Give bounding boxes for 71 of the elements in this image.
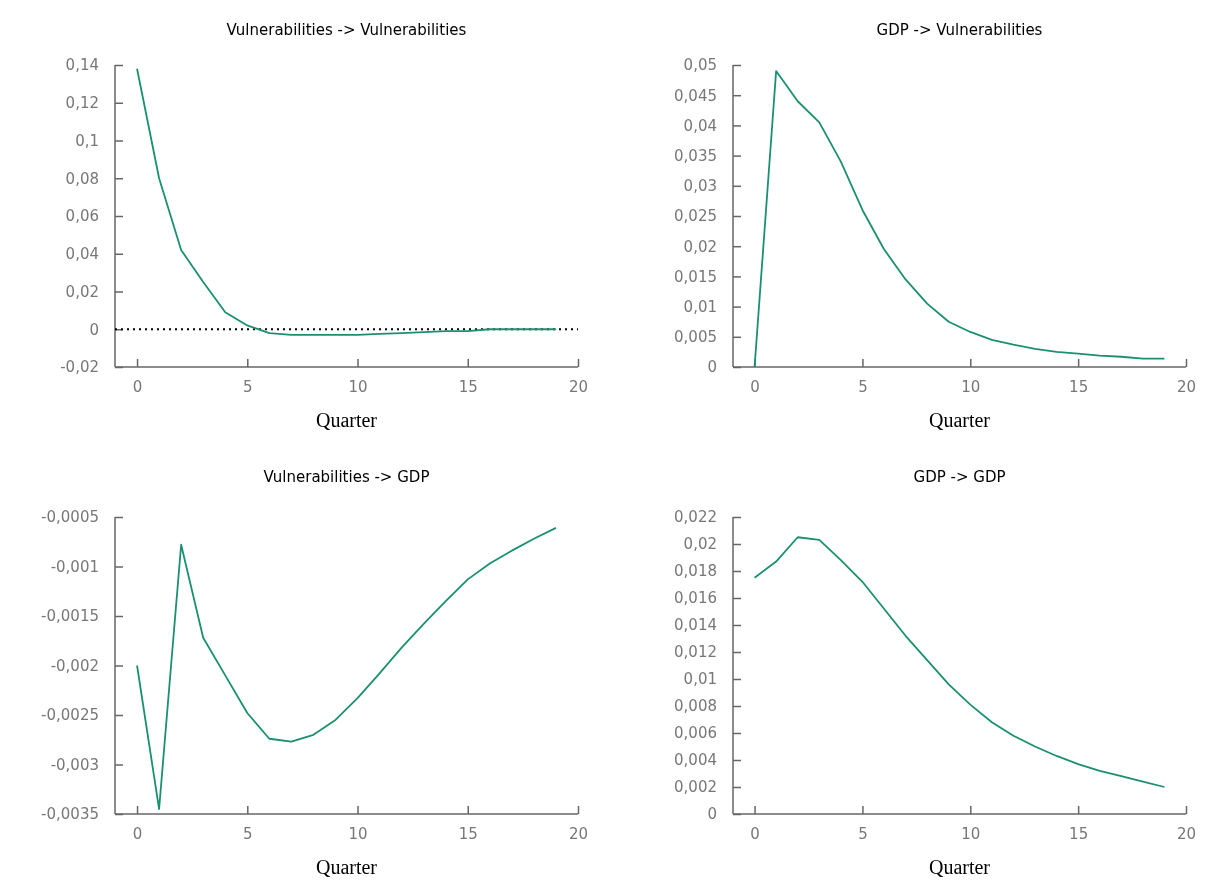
y-tick-label: 0,02	[683, 237, 717, 256]
y-tick-label: 0,016	[674, 589, 717, 608]
y-tick-label: -0,0035	[41, 805, 99, 824]
chart-title: GDP -> GDP	[913, 468, 1006, 486]
y-tick-label: 0,002	[674, 778, 717, 797]
x-tick-label: 0	[132, 377, 143, 396]
y-tick-label: 0,08	[65, 169, 99, 188]
y-tick-label: 0,14	[65, 56, 99, 75]
y-tick-label: 0,014	[674, 616, 717, 635]
x-tick-label: 10	[348, 377, 368, 396]
y-tick-label: 0,006	[674, 724, 717, 743]
x-tick-label: 5	[858, 824, 868, 843]
line-series	[753, 70, 1166, 368]
chart-title: Vulnerabilities -> GDP	[263, 468, 430, 486]
y-tick-label: 0,1	[75, 131, 99, 150]
x-tick-label: 0	[750, 824, 760, 843]
x-tick-label: 5	[243, 377, 253, 396]
y-tick-label: -0,001	[50, 557, 99, 576]
y-tick-label: 0,025	[674, 207, 717, 226]
y-tick-label: 0,05	[683, 56, 717, 75]
y-tick-label: 0,01	[683, 297, 717, 316]
x-tick-label: 15	[1069, 824, 1089, 843]
x-tick-label: 20	[568, 377, 589, 396]
x-axis-title: Quarter	[928, 409, 991, 431]
line-series	[136, 67, 557, 336]
y-tick-label: 0,005	[674, 328, 717, 347]
y-tick-label: 0,004	[674, 751, 717, 770]
line-series	[136, 526, 557, 810]
y-tick-label: -0,0015	[41, 607, 99, 626]
y-tick-label: 0,04	[65, 245, 99, 264]
x-tick-label: 10	[348, 824, 368, 843]
chart-title: GDP -> Vulnerabilities	[876, 21, 1043, 39]
y-tick-label: 0,06	[65, 207, 99, 226]
x-tick-label: 15	[458, 377, 478, 396]
y-tick-label: 0,12	[65, 94, 99, 113]
y-tick-label: -0,0025	[41, 706, 99, 725]
y-tick-label: 0,018	[674, 562, 717, 581]
x-tick-label: 10	[961, 824, 981, 843]
y-tick-label: 0,015	[674, 267, 717, 286]
x-tick-label: 5	[243, 824, 253, 843]
x-axis-title: Quarter	[315, 409, 378, 431]
y-tick-label: -0,002	[50, 656, 99, 675]
x-tick-label: 0	[132, 824, 143, 843]
x-tick-label: 15	[1069, 377, 1089, 396]
x-tick-label: 20	[568, 824, 589, 843]
x-tick-label: 20	[1176, 824, 1197, 843]
y-tick-label: 0,022	[674, 508, 717, 527]
y-tick-label: -0,0005	[41, 508, 99, 527]
y-tick-label: 0,035	[674, 146, 717, 165]
y-tick-label: 0	[89, 320, 99, 339]
y-tick-label: -0,02	[60, 358, 99, 377]
x-tick-label: 15	[458, 824, 478, 843]
y-tick-label: 0	[707, 358, 717, 377]
y-tick-label: -0,003	[50, 755, 99, 774]
y-tick-label: 0,01	[683, 670, 717, 689]
x-axis-title: Quarter	[928, 856, 991, 878]
line-series	[753, 536, 1166, 788]
y-tick-label: 0,008	[674, 697, 717, 716]
x-tick-label: 5	[858, 377, 868, 396]
x-axis-title: Quarter	[315, 856, 378, 878]
chart-title: Vulnerabilities -> Vulnerabilities	[226, 21, 467, 39]
y-tick-label: 0	[707, 805, 717, 824]
y-tick-label: 0,012	[674, 643, 717, 662]
y-tick-label: 0,02	[683, 535, 717, 554]
y-tick-label: 0,04	[683, 116, 717, 135]
x-tick-label: 20	[1176, 377, 1197, 396]
x-tick-label: 10	[961, 377, 981, 396]
y-tick-label: 0,02	[65, 282, 99, 301]
y-tick-label: 0,03	[683, 177, 717, 196]
y-tick-label: 0,045	[674, 86, 717, 105]
x-tick-label: 0	[750, 377, 760, 396]
